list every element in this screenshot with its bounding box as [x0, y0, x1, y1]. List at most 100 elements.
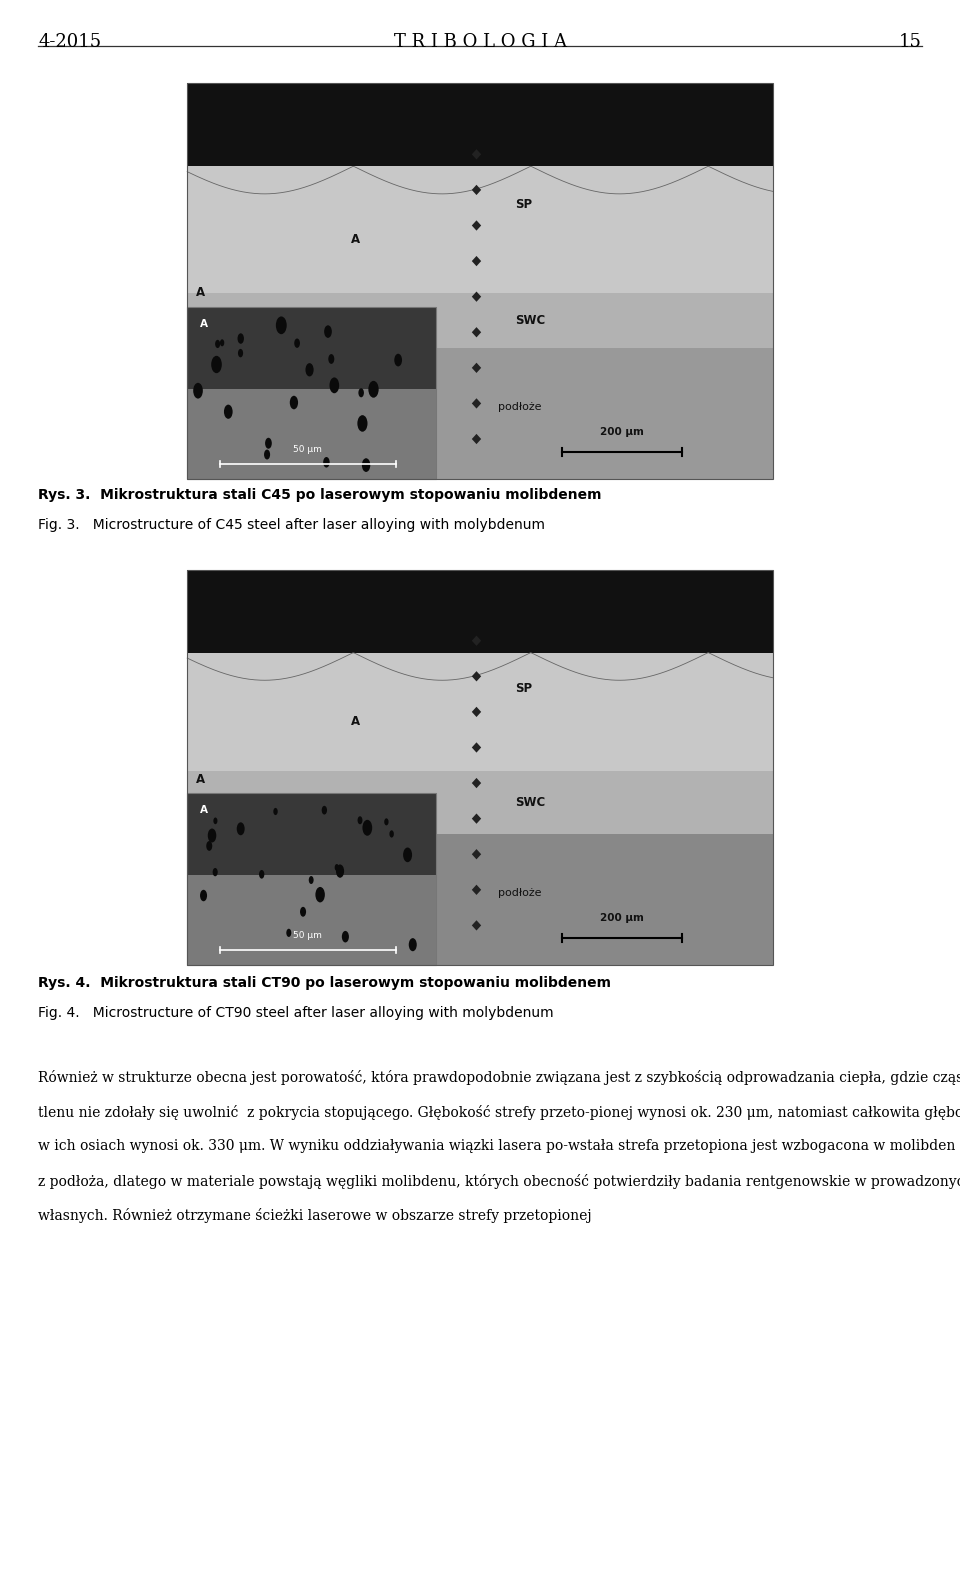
Text: A: A — [196, 772, 205, 786]
Circle shape — [215, 340, 220, 348]
Text: SWC: SWC — [516, 797, 545, 810]
Circle shape — [259, 869, 264, 879]
Bar — [187, 653, 773, 772]
Circle shape — [290, 395, 298, 410]
Text: Rys. 3.  Mikrostruktura stali C45 po laserowym stopowaniu molibdenem: Rys. 3. Mikrostruktura stali C45 po lase… — [38, 488, 602, 502]
Circle shape — [300, 907, 306, 916]
Circle shape — [324, 325, 332, 337]
Bar — [187, 166, 773, 293]
Bar — [187, 348, 773, 479]
Polygon shape — [471, 149, 481, 160]
Circle shape — [286, 929, 291, 937]
Text: A: A — [351, 715, 360, 728]
Polygon shape — [471, 706, 481, 717]
Polygon shape — [471, 256, 481, 267]
Polygon shape — [471, 185, 481, 195]
Circle shape — [237, 822, 245, 835]
Text: Fig. 4.   Microstructure of CT90 steel after laser alloying with molybdenum: Fig. 4. Microstructure of CT90 steel aft… — [38, 1006, 554, 1020]
Circle shape — [335, 865, 339, 871]
Bar — [187, 389, 436, 479]
Circle shape — [357, 416, 368, 431]
Polygon shape — [471, 435, 481, 444]
Polygon shape — [471, 921, 481, 930]
Circle shape — [220, 339, 225, 347]
Text: A: A — [196, 286, 205, 300]
Text: A: A — [200, 805, 207, 814]
Circle shape — [206, 841, 212, 850]
Bar — [187, 83, 773, 479]
Circle shape — [384, 819, 389, 825]
Circle shape — [238, 348, 243, 358]
Text: z podłoża, dlatego w materiale powstają węgliki molibdenu, których obecność potw: z podłoża, dlatego w materiale powstają … — [38, 1174, 960, 1189]
Text: SP: SP — [516, 681, 532, 695]
Circle shape — [264, 450, 270, 460]
Circle shape — [200, 890, 207, 901]
Text: T R I B O L O G I A: T R I B O L O G I A — [394, 33, 566, 50]
Circle shape — [395, 353, 402, 367]
Circle shape — [357, 816, 363, 824]
Text: 15: 15 — [899, 33, 922, 50]
Circle shape — [409, 938, 417, 951]
Bar — [187, 570, 773, 653]
Polygon shape — [471, 813, 481, 824]
Text: 200 μm: 200 μm — [600, 913, 644, 923]
Text: 50 μm: 50 μm — [294, 444, 323, 453]
Bar — [187, 772, 773, 835]
Circle shape — [369, 381, 378, 397]
Circle shape — [336, 865, 344, 877]
Bar — [187, 876, 436, 965]
Text: 4-2015: 4-2015 — [38, 33, 102, 50]
Text: SP: SP — [516, 198, 532, 210]
Polygon shape — [471, 292, 481, 301]
Circle shape — [324, 457, 329, 468]
Text: Również w strukturze obecna jest porowatość, która prawdopodobnie związana jest : Również w strukturze obecna jest porowat… — [38, 1070, 960, 1086]
Circle shape — [207, 828, 216, 843]
Circle shape — [193, 383, 203, 399]
Bar — [187, 306, 436, 479]
Bar — [187, 570, 773, 965]
Polygon shape — [471, 849, 481, 860]
Circle shape — [224, 405, 232, 419]
Text: podłoże: podłoże — [497, 402, 541, 411]
Circle shape — [403, 847, 412, 863]
Circle shape — [358, 388, 364, 397]
Bar — [187, 83, 773, 166]
Polygon shape — [471, 742, 481, 753]
Circle shape — [237, 333, 244, 344]
Text: 200 μm: 200 μm — [600, 427, 644, 436]
Polygon shape — [471, 362, 481, 373]
Polygon shape — [471, 220, 481, 231]
Circle shape — [294, 339, 300, 348]
Circle shape — [390, 830, 394, 838]
Circle shape — [211, 356, 222, 373]
Text: własnych. Również otrzymane ścieżki laserowe w obszarze strefy przetopionej: własnych. Również otrzymane ścieżki lase… — [38, 1208, 592, 1224]
Text: Rys. 4.  Mikrostruktura stali CT90 po laserowym stopowaniu molibdenem: Rys. 4. Mikrostruktura stali CT90 po las… — [38, 976, 612, 990]
Circle shape — [328, 355, 334, 364]
Bar — [187, 792, 436, 965]
Polygon shape — [471, 672, 481, 681]
Circle shape — [265, 438, 272, 449]
Circle shape — [213, 817, 218, 824]
Circle shape — [213, 868, 218, 877]
Polygon shape — [471, 326, 481, 337]
Polygon shape — [471, 778, 481, 788]
Circle shape — [363, 821, 372, 836]
Text: A: A — [351, 234, 360, 246]
Circle shape — [322, 806, 327, 814]
Circle shape — [276, 317, 287, 334]
Text: podłoże: podłoże — [497, 888, 541, 897]
Text: 50 μm: 50 μm — [294, 930, 323, 940]
Circle shape — [316, 886, 324, 902]
Bar — [187, 835, 773, 965]
Circle shape — [309, 876, 314, 883]
Text: A: A — [200, 319, 207, 328]
Text: SWC: SWC — [516, 314, 545, 326]
Circle shape — [274, 808, 277, 814]
Text: w ich osiach wynosi ok. 330 μm. W wyniku oddziaływania wiązki lasera po-wstała s: w ich osiach wynosi ok. 330 μm. W wyniku… — [38, 1139, 960, 1153]
Circle shape — [305, 362, 314, 377]
Bar — [187, 293, 773, 348]
Polygon shape — [471, 635, 481, 646]
Circle shape — [342, 930, 348, 943]
Polygon shape — [471, 399, 481, 408]
Text: Fig. 3.   Microstructure of C45 steel after laser alloying with molybdenum: Fig. 3. Microstructure of C45 steel afte… — [38, 518, 545, 532]
